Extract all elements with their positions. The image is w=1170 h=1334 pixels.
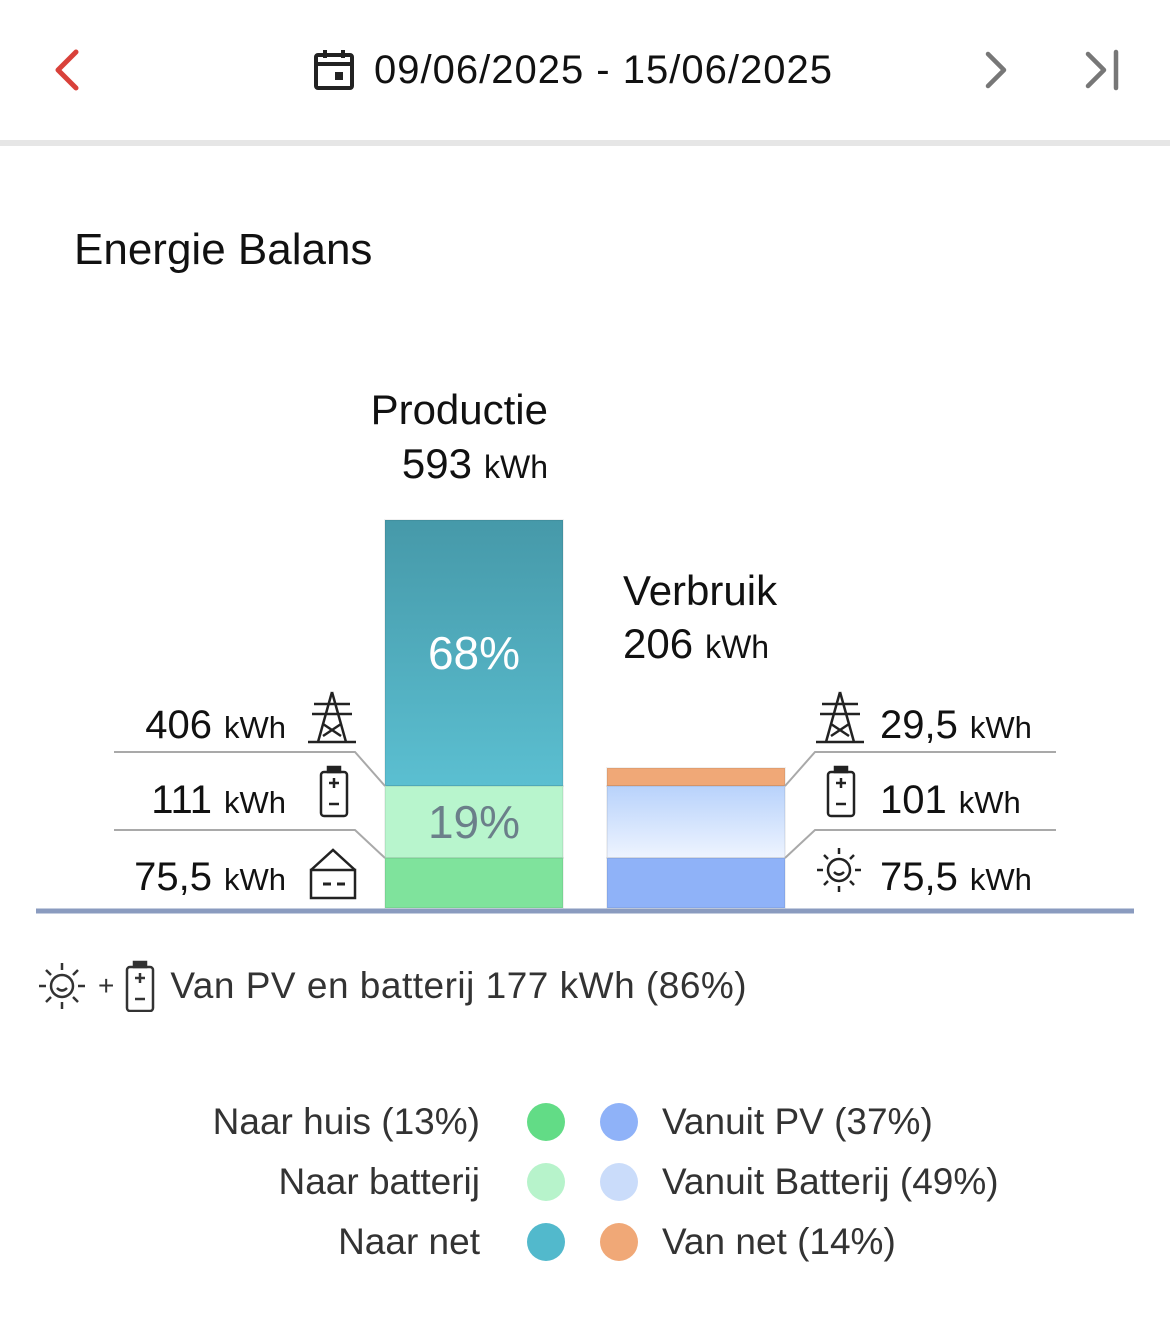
legend-swatch-vanuit-batterij (600, 1163, 638, 1201)
legend-row: Naar batterij Vanuit Batterij (49%) (0, 1152, 1170, 1212)
legend-row: Naar huis (13%) Vanuit PV (37%) (0, 1092, 1170, 1152)
consumption-total: 206 kWh (623, 620, 769, 667)
legend-label-vanuit-batterij: Vanuit Batterij (49%) (662, 1161, 999, 1202)
legend-swatch-naar-huis (527, 1103, 565, 1141)
plus-sign: + (98, 970, 115, 1001)
bar-percent-label: 68% (428, 627, 520, 679)
legend-swatch-naar-net (527, 1223, 565, 1261)
last-period-button[interactable] (1072, 40, 1132, 100)
consumption-label: Verbruik (623, 567, 778, 614)
skip-last-icon (1085, 49, 1119, 91)
legend-label-naar-net: Naar net (338, 1221, 480, 1262)
production-value-label: 406 kWh (145, 703, 286, 747)
legend-label-vanuit-pv: Vanuit PV (37%) (662, 1101, 933, 1142)
previous-period-button[interactable] (38, 40, 98, 100)
legend-row: Naar net Van net (14%) (0, 1212, 1170, 1272)
legend-swatch-vanuit-pv (600, 1103, 638, 1141)
battery-icon (126, 960, 155, 1012)
production-label: Productie (371, 386, 548, 433)
chevron-left-icon (55, 49, 79, 91)
energy-balance-chart: Productie 593 kWh Verbruik 206 kWh 68% 19% 4… (36, 386, 1134, 914)
pv-battery-summary: + Van PV en batterij 177 kWh (86%) (36, 958, 747, 1014)
legend-swatch-naar-batterij (527, 1163, 565, 1201)
legend-label-van-net: Van net (14%) (662, 1221, 896, 1262)
leader-line (784, 829, 1056, 859)
chevron-right-icon (985, 51, 1007, 89)
consumption-value-label: 101 kWh (880, 778, 1021, 822)
power-pylon-icon (308, 691, 356, 744)
power-pylon-icon (816, 691, 864, 744)
bar-segment-van-net (606, 767, 786, 787)
date-range-picker[interactable]: 09/06/2025 - 15/06/2025 (312, 40, 833, 100)
bar-percent-label: 19% (428, 796, 520, 848)
production-value-label: 75,5 kWh (134, 855, 286, 899)
legend-label-naar-huis: Naar huis (13%) (212, 1101, 480, 1142)
next-period-button[interactable] (966, 40, 1026, 100)
battery-icon (319, 765, 349, 818)
consumption-value-label: 29,5 kWh (880, 703, 1032, 747)
sun-icon (817, 848, 861, 892)
production-total: 593 kWh (402, 440, 548, 487)
date-range-text: 09/06/2025 - 15/06/2025 (374, 47, 833, 92)
legend-swatch-van-net (600, 1223, 638, 1261)
header-divider (0, 140, 1170, 146)
leader-line (114, 829, 386, 859)
sun-icon (39, 963, 85, 1009)
consumption-value-label: 75,5 kWh (880, 855, 1032, 899)
bar-segment-vanuit-batterij (606, 785, 786, 859)
house-icon (309, 848, 357, 900)
date-navigation-header: 09/06/2025 - 15/06/2025 (0, 0, 1170, 140)
calendar-icon (314, 50, 354, 90)
leader-line (784, 751, 1056, 787)
battery-icon (826, 765, 856, 818)
legend-label-naar-batterij: Naar batterij (278, 1161, 480, 1202)
leader-line (114, 751, 386, 787)
section-title: Energie Balans (74, 225, 373, 274)
production-value-label: 111 kWh (151, 778, 286, 822)
bar-segment-vanuit-pv (606, 857, 786, 909)
bar-segment-naar-net (384, 519, 564, 787)
bar-segment-naar-huis (384, 857, 564, 909)
pv-battery-summary-text: Van PV en batterij 177 kWh (86%) (170, 965, 748, 1006)
